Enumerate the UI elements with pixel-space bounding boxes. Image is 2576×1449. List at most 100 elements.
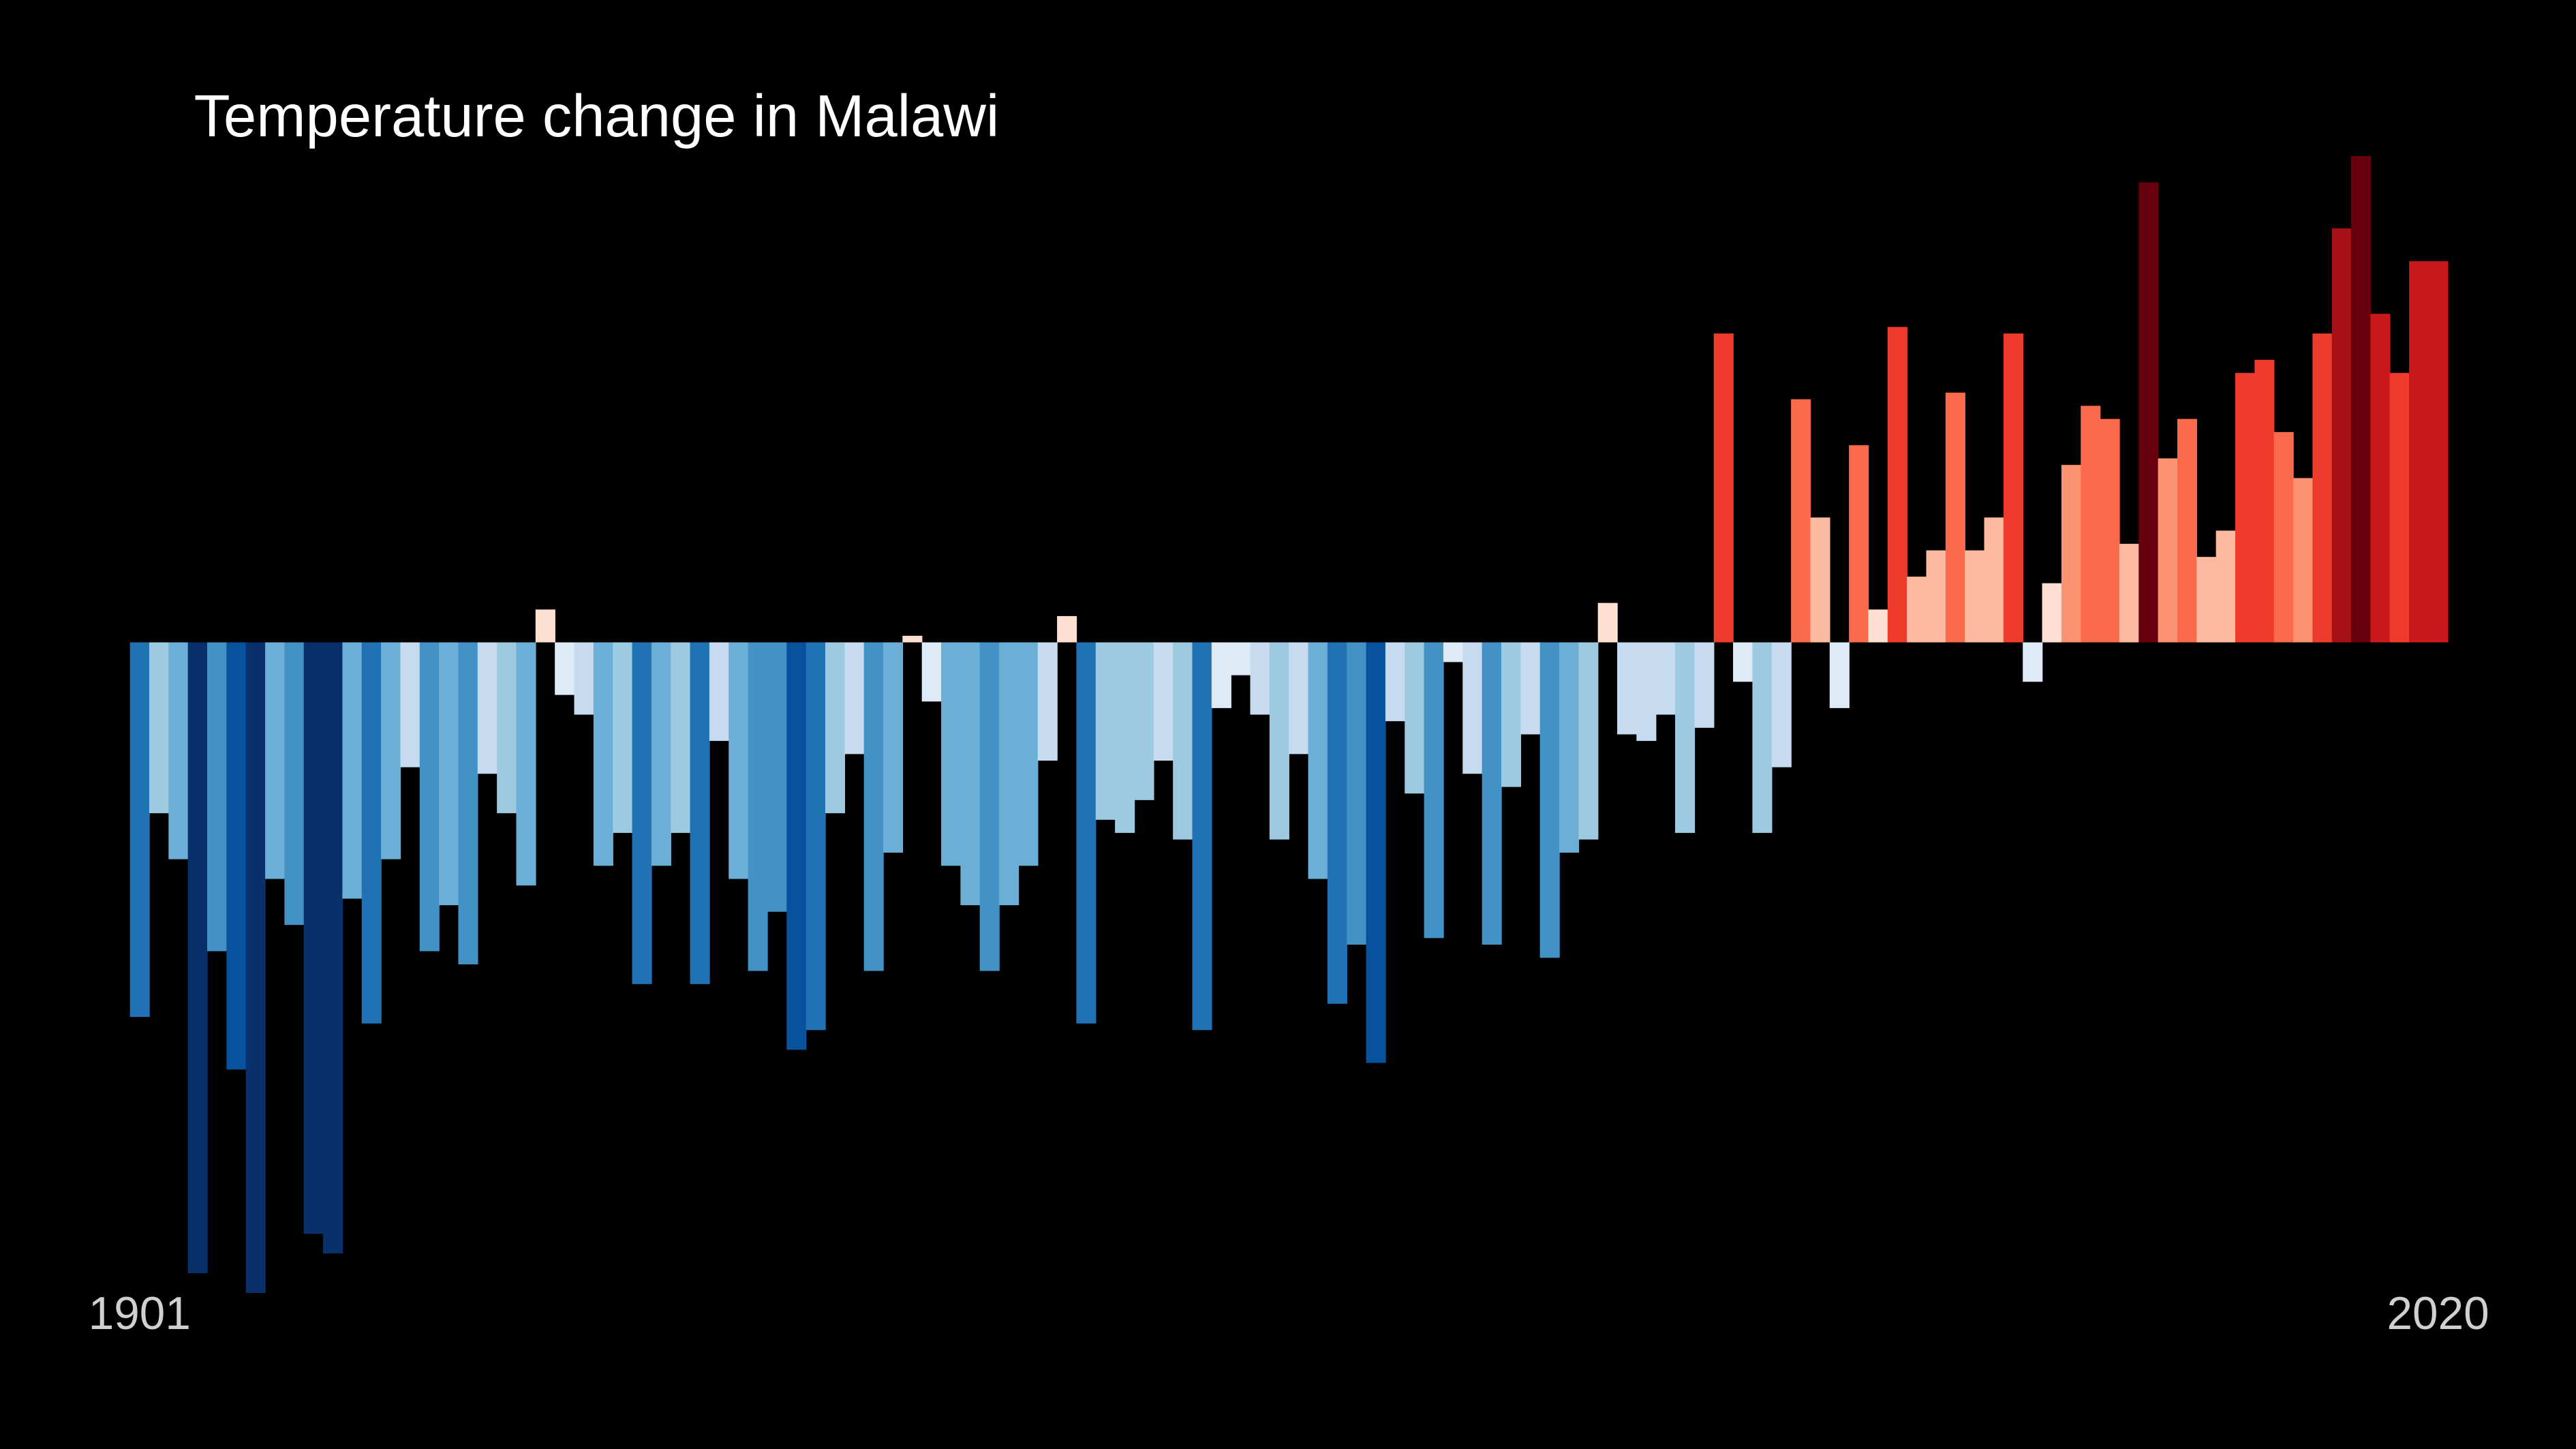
bar — [1501, 642, 1522, 787]
bar — [1984, 517, 2004, 643]
bar — [1868, 609, 1888, 643]
bar — [1231, 642, 1251, 675]
bar — [342, 642, 363, 899]
bar — [361, 642, 382, 1024]
bar — [323, 642, 343, 1254]
bar — [1134, 642, 1154, 800]
bar — [2100, 418, 2120, 643]
bar — [1752, 642, 1773, 834]
bar — [1945, 393, 1965, 643]
bar — [1617, 642, 1638, 735]
bar — [1153, 642, 1174, 761]
bar — [2254, 359, 2275, 643]
bar — [1115, 642, 1135, 834]
bar — [979, 642, 1000, 971]
bar — [2370, 314, 2391, 643]
bar — [1289, 642, 1309, 754]
bar — [2119, 543, 2140, 643]
bar — [1636, 642, 1657, 742]
bar — [2081, 406, 2101, 643]
bar — [1424, 642, 1444, 939]
bar — [651, 642, 671, 866]
bar — [2158, 458, 2178, 643]
bar — [1095, 642, 1116, 820]
bar — [1771, 642, 1792, 767]
bar — [477, 642, 497, 774]
bar — [941, 642, 962, 866]
bar — [1655, 642, 1676, 715]
bar — [419, 642, 440, 951]
bar — [709, 642, 729, 742]
bar — [2042, 583, 2062, 643]
bar — [844, 642, 865, 754]
bar — [207, 642, 228, 951]
bar — [168, 642, 189, 859]
bar — [1192, 642, 1212, 1031]
bar — [786, 642, 807, 1050]
bar — [1462, 642, 1483, 774]
bar — [1347, 642, 1367, 945]
bar — [1269, 642, 1289, 840]
bar — [1578, 642, 1599, 840]
bar — [284, 642, 305, 926]
bar — [1926, 550, 1946, 643]
bar — [1713, 333, 1734, 643]
bar — [921, 642, 942, 702]
bar — [2312, 333, 2333, 643]
bar — [439, 642, 459, 906]
bar — [245, 642, 266, 1294]
bar — [381, 642, 401, 859]
bar — [1675, 642, 1696, 834]
bar — [1018, 642, 1039, 866]
bar — [593, 642, 613, 866]
bar — [729, 642, 749, 879]
bar — [1327, 642, 1347, 1004]
bar — [1597, 603, 1618, 643]
bar — [632, 642, 652, 984]
bar — [458, 642, 478, 964]
chart-title: Temperature change in Malawi — [194, 83, 1000, 149]
bar — [187, 642, 208, 1274]
bar — [2177, 418, 2198, 643]
bar — [1849, 445, 1869, 643]
bar — [671, 642, 691, 834]
bar — [767, 642, 788, 912]
x-tick-label: 1901 — [89, 1288, 191, 1339]
bar — [1250, 642, 1270, 715]
bar — [226, 642, 247, 1070]
bar — [2293, 478, 2314, 643]
bar — [690, 642, 710, 984]
bar — [129, 642, 150, 1018]
bar — [1694, 642, 1715, 728]
bar — [149, 642, 170, 814]
bar — [2409, 261, 2429, 643]
bar — [748, 642, 768, 971]
bar — [2428, 261, 2449, 643]
bar — [1829, 642, 1850, 708]
bar — [2273, 431, 2294, 643]
bar — [1965, 550, 1985, 643]
bar — [1907, 577, 1927, 643]
bar — [497, 642, 517, 814]
bar — [2351, 155, 2372, 643]
bar — [1076, 642, 1097, 1024]
bar — [825, 642, 846, 814]
bar — [2196, 557, 2217, 643]
bar — [2061, 465, 2081, 643]
bar — [1791, 399, 1811, 643]
bar — [303, 642, 324, 1234]
bar — [2389, 373, 2410, 643]
bar — [999, 642, 1019, 906]
x-tick-label: 2020 — [2387, 1288, 2489, 1339]
bar — [2138, 182, 2159, 643]
bar — [1308, 642, 1328, 879]
bar — [863, 642, 884, 971]
bar — [960, 642, 981, 906]
bar — [2215, 530, 2236, 643]
bar — [2023, 642, 2043, 682]
bar — [516, 642, 536, 886]
bar — [574, 642, 594, 715]
bar — [1559, 642, 1580, 853]
bar — [1385, 642, 1405, 722]
